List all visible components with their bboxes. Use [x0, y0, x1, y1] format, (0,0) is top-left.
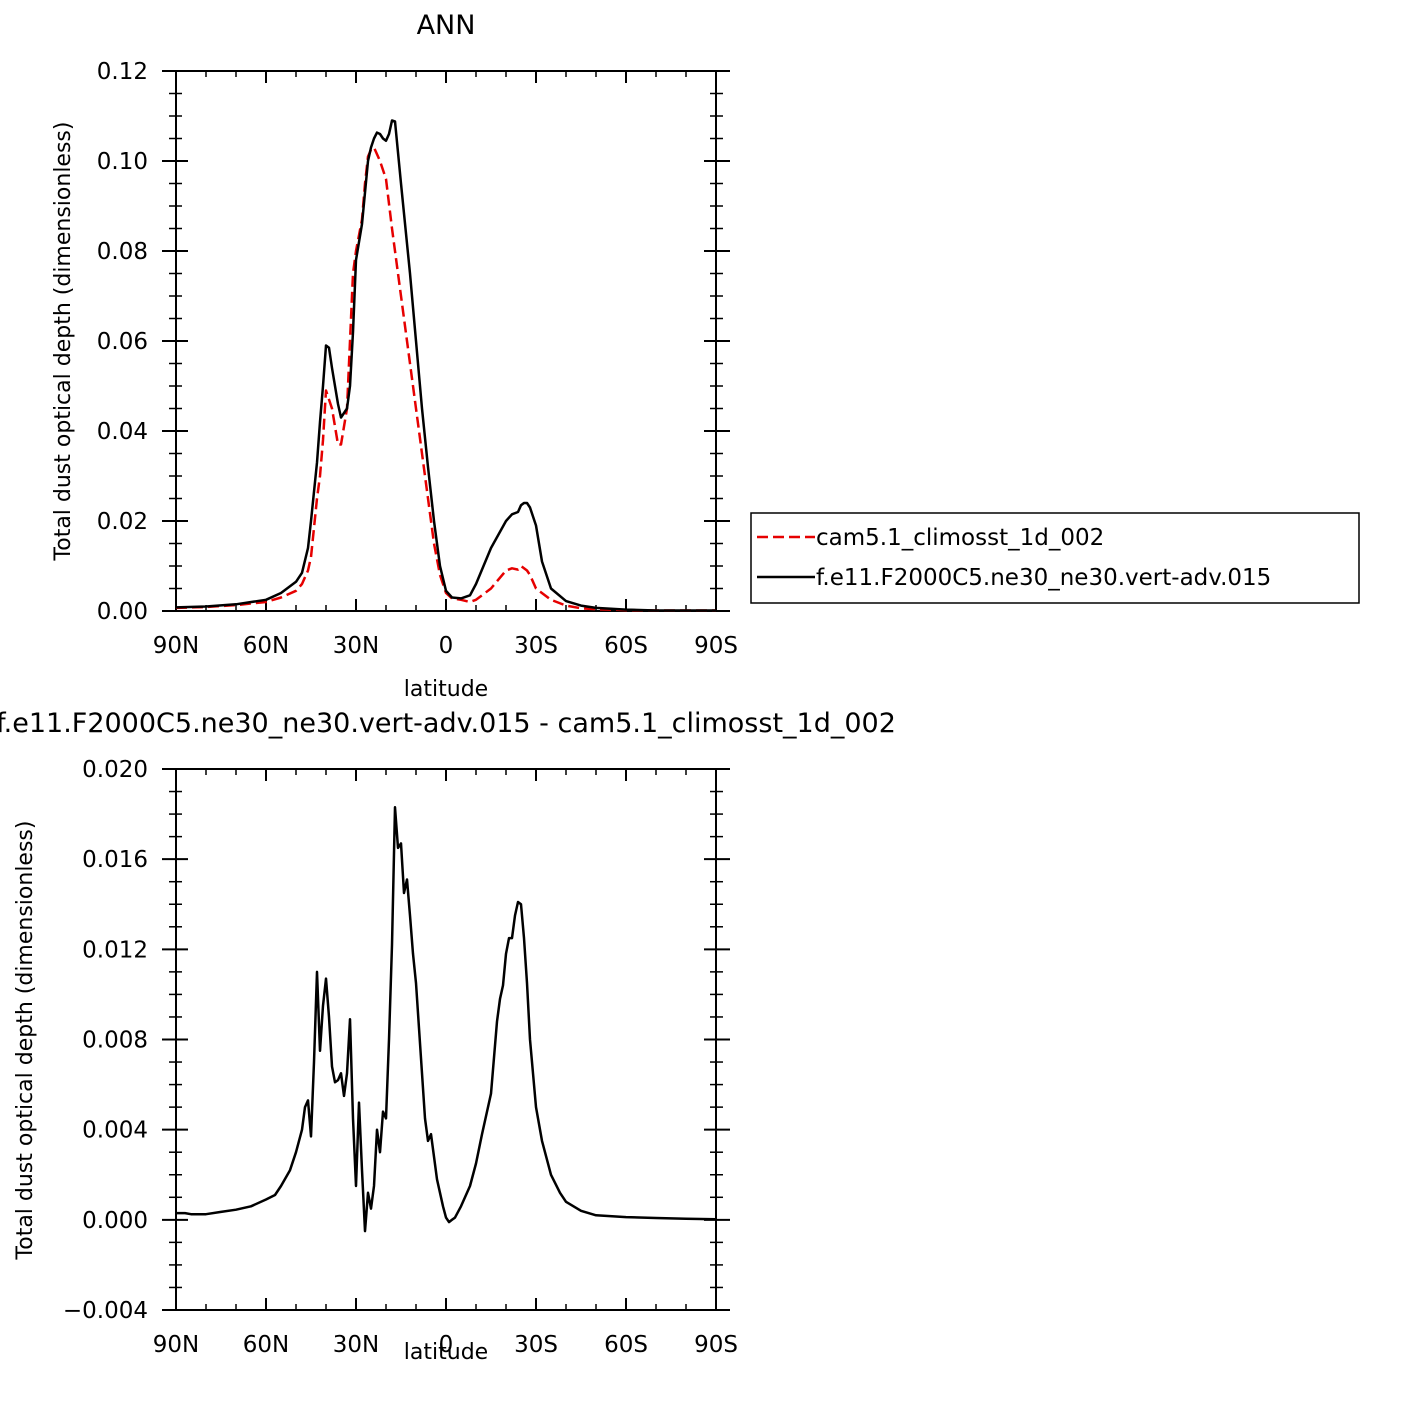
y-tick-label: 0.004 [82, 1118, 148, 1144]
y-tick-label: 0.016 [82, 847, 148, 873]
bottom-y-axis-label: Total dust optical depth (dimensionless) [13, 821, 38, 1261]
x-tick-label: 60S [604, 1332, 648, 1358]
plot-frame [175, 768, 717, 1311]
x-tick-label: 30S [514, 1332, 558, 1358]
top-panel-title: ANN [417, 10, 476, 41]
x-tick-label: 60S [604, 633, 648, 659]
top-plot-area [175, 119, 716, 612]
y-tick-label: −0.004 [63, 1298, 148, 1324]
y-tick-label: 0.00 [97, 599, 148, 625]
top-y-axis-label: Total dust optical depth (dimensionless) [51, 122, 76, 562]
x-tick-label: 90S [694, 633, 738, 659]
series-line-1 [175, 146, 716, 612]
y-tick-label: 0.04 [97, 419, 148, 445]
x-tick-label: 60N [243, 1332, 289, 1358]
y-tick-label: 0.06 [97, 329, 148, 355]
legend-label-series-2: f.e11.F2000C5.ne30_ne30.vert-adv.015 [816, 565, 1271, 591]
series-line-2 [175, 119, 716, 612]
x-tick-label: 30N [333, 1332, 379, 1358]
x-tick-label: 30N [333, 633, 379, 659]
y-tick-label: 0.10 [97, 149, 148, 175]
x-tick-label: 90S [694, 1332, 738, 1358]
legend-box [750, 512, 1360, 604]
y-tick-label: 0.08 [97, 239, 148, 265]
bottom-x-axis-label: latitude [404, 1340, 488, 1365]
y-tick-label: 0.12 [97, 59, 148, 85]
top-x-axis-label: latitude [404, 677, 488, 702]
x-tick-label: 90N [153, 1332, 199, 1358]
top-axes: 90N 60N 30N 0 30S 60S 90S 0.00 0.02 0.04 0.06 0.08 0… [97, 59, 738, 659]
legend: cam5.1_climosst_1d_002 f.e11.F2000C5.ne3… [750, 512, 1360, 604]
x-tick-label: 30S [514, 633, 558, 659]
bottom-panel: f.e11.F2000C5.ne30_ne30.vert-adv.015 - c… [0, 708, 896, 1365]
bottom-plot-area [176, 806, 717, 1233]
y-tick-label: 0.02 [97, 509, 148, 535]
bottom-panel-title: f.e11.F2000C5.ne30_ne30.vert-adv.015 - c… [0, 708, 896, 739]
x-tick-label: 0 [439, 1332, 454, 1358]
top-panel: ANN Total dust optical depth (dimensionl… [51, 10, 738, 702]
y-tick-label: 0.020 [82, 757, 148, 783]
x-tick-label: 90N [153, 633, 199, 659]
y-tick-label: 0.000 [82, 1208, 148, 1234]
plot-frame [175, 70, 717, 612]
legend-label-series-1: cam5.1_climosst_1d_002 [816, 525, 1104, 551]
x-tick-label: 0 [439, 633, 454, 659]
x-tick-label: 60N [243, 633, 289, 659]
bottom-axes: 90N 60N 30N 0 30S 60S 90S −0.004 0.000 0.004 0.008… [63, 757, 738, 1358]
y-tick-label: 0.012 [82, 937, 148, 963]
y-tick-label: 0.008 [82, 1028, 148, 1054]
series-line-1 [176, 806, 717, 1233]
